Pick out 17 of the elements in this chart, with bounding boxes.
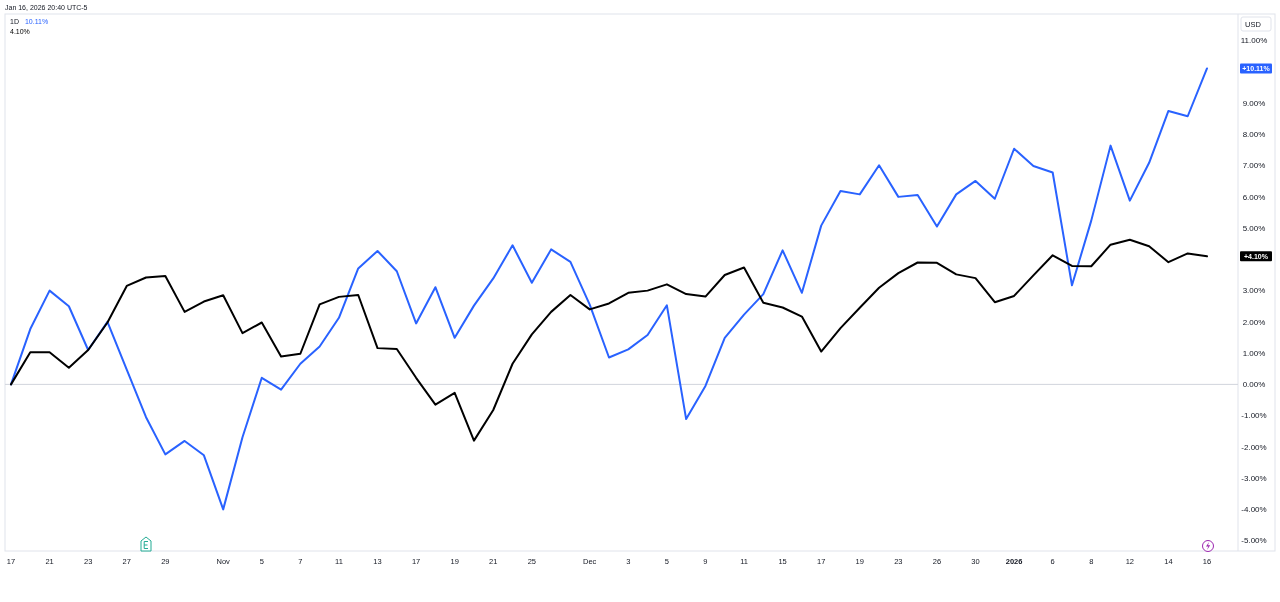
line-series xyxy=(10,238,1208,442)
y-tick-label: 1.00% xyxy=(1242,348,1266,358)
y-tick-label: 11.00% xyxy=(1240,36,1268,46)
y-tick-label: 8.00% xyxy=(1242,130,1266,140)
y-tick-label: -2.00% xyxy=(1241,442,1267,452)
y-tick-label: 2.00% xyxy=(1242,317,1266,327)
line-series xyxy=(10,67,1208,511)
y-tick-label: -3.00% xyxy=(1241,473,1267,483)
y-tick-label: 5.00% xyxy=(1242,223,1266,233)
y-tick-label: 6.00% xyxy=(1242,192,1266,202)
y-tick-label: 3.00% xyxy=(1242,286,1266,296)
y-tick-label: 0.00% xyxy=(1242,380,1266,390)
y-tick-label: 9.00% xyxy=(1242,98,1266,108)
y-tick-label: -5.00% xyxy=(1241,536,1267,546)
y-tick-label: -4.00% xyxy=(1241,505,1267,515)
y-tick-label: -1.00% xyxy=(1241,411,1267,421)
y-tick-label: 7.00% xyxy=(1242,161,1266,171)
